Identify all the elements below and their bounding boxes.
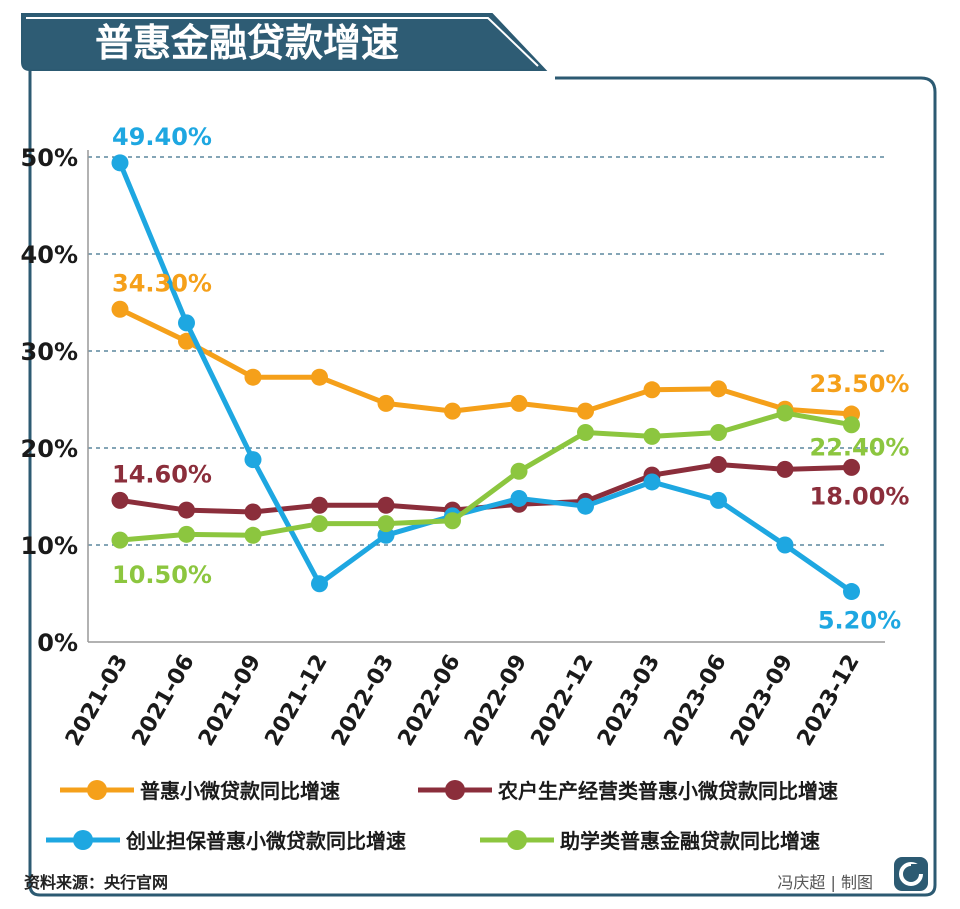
title-banner-accent — [26, 17, 539, 67]
data-label: 22.40% — [810, 434, 910, 462]
data-point — [776, 460, 794, 478]
x-tick-label: 2023-12 — [793, 651, 865, 751]
y-tick-label: 40% — [21, 241, 78, 269]
data-point — [776, 536, 794, 554]
chart-title: 普惠金融贷款增速 — [95, 21, 399, 65]
legend-label: 创业担保普惠小微贷款同比增速 — [125, 829, 406, 853]
series-line — [117, 160, 854, 595]
data-point — [377, 394, 395, 412]
data-point — [111, 300, 129, 318]
legend-marker — [507, 830, 527, 850]
series-line — [117, 410, 854, 543]
x-tick-label: 2021-03 — [61, 651, 133, 751]
chart-frame — [28, 70, 937, 897]
data-point — [377, 515, 395, 533]
title-banner — [21, 13, 548, 71]
data-point — [178, 501, 195, 519]
data-point — [510, 462, 528, 480]
data-label: 49.40% — [112, 123, 212, 151]
legend-label: 助学类普惠金融贷款同比增速 — [560, 829, 820, 853]
data-point — [111, 491, 129, 509]
data-point — [510, 489, 528, 507]
x-tick-label: 2023-09 — [726, 651, 798, 751]
data-point — [577, 423, 594, 441]
data-label: 18.00% — [810, 482, 910, 510]
data-point — [244, 451, 262, 469]
data-point — [111, 154, 129, 172]
x-tick-label: 2023-06 — [660, 651, 732, 751]
x-tick-label: 2023-03 — [593, 651, 665, 751]
legend-marker — [445, 780, 465, 800]
x-tick-label: 2022-12 — [527, 651, 599, 751]
legend-marker — [73, 830, 93, 850]
data-point — [244, 526, 262, 544]
data-label: 5.20% — [818, 607, 901, 635]
legend-label: 普惠小微贷款同比增速 — [140, 779, 340, 803]
legend: 普惠小微贷款同比增速 农户生产经营类普惠小微贷款同比增速创业担保普惠小微贷款同比增… — [46, 779, 838, 853]
x-tick-label: 2022-09 — [460, 651, 532, 751]
data-point — [178, 525, 195, 543]
data-point — [643, 381, 661, 399]
y-tick-label: 10% — [21, 532, 78, 560]
data-point — [776, 404, 794, 422]
legend-label: 农户生产经营类普惠小微贷款同比增速 — [497, 779, 838, 803]
data-point — [178, 314, 195, 332]
data-label: 34.30% — [112, 269, 212, 297]
data-point — [377, 526, 395, 544]
data-point — [710, 491, 727, 509]
y-tick-label: 20% — [21, 435, 78, 463]
y-tick-label: 0% — [37, 629, 78, 657]
data-point — [311, 515, 328, 533]
grid-layer — [88, 156, 885, 546]
data-point — [444, 402, 461, 420]
credit-note: 冯庆超 | 制图 — [777, 873, 873, 892]
x-tick-label: 2021-12 — [261, 651, 333, 751]
data-point — [311, 575, 328, 593]
data-point — [710, 423, 727, 441]
corner-logo — [894, 857, 928, 891]
series-layer — [111, 154, 860, 601]
data-point — [577, 497, 594, 515]
x-tick-label: 2021-09 — [194, 651, 266, 751]
y-tick-label: 50% — [21, 144, 78, 172]
data-point — [843, 458, 860, 476]
data-point — [111, 531, 129, 549]
data-point — [444, 512, 461, 530]
data-point — [577, 402, 594, 420]
data-point — [244, 503, 262, 521]
legend-marker — [87, 780, 107, 800]
data-point — [843, 583, 860, 601]
data-point — [710, 455, 727, 473]
data-point — [311, 496, 328, 514]
data-point — [377, 496, 395, 514]
series-line — [117, 306, 854, 417]
data-label: 10.50% — [112, 561, 212, 589]
x-tick-label: 2022-06 — [394, 651, 466, 751]
x-tick-label: 2022-03 — [327, 651, 399, 751]
data-point — [510, 394, 528, 412]
data-label: 14.60% — [112, 460, 212, 488]
y-tick-label: 30% — [21, 338, 78, 366]
data-label-layer: 34.30% 23.50% 14.60% 18.00% 49.40% 5.20% 10.50… — [112, 123, 909, 635]
data-label: 23.50% — [810, 370, 910, 398]
data-point — [710, 380, 727, 398]
source-note: 资料来源：央行官网 — [24, 873, 168, 892]
data-point — [311, 368, 328, 386]
data-point — [244, 368, 262, 386]
data-point — [643, 427, 661, 445]
data-point — [643, 473, 661, 491]
x-tick-label: 2021-06 — [128, 651, 200, 751]
data-point — [843, 416, 860, 434]
